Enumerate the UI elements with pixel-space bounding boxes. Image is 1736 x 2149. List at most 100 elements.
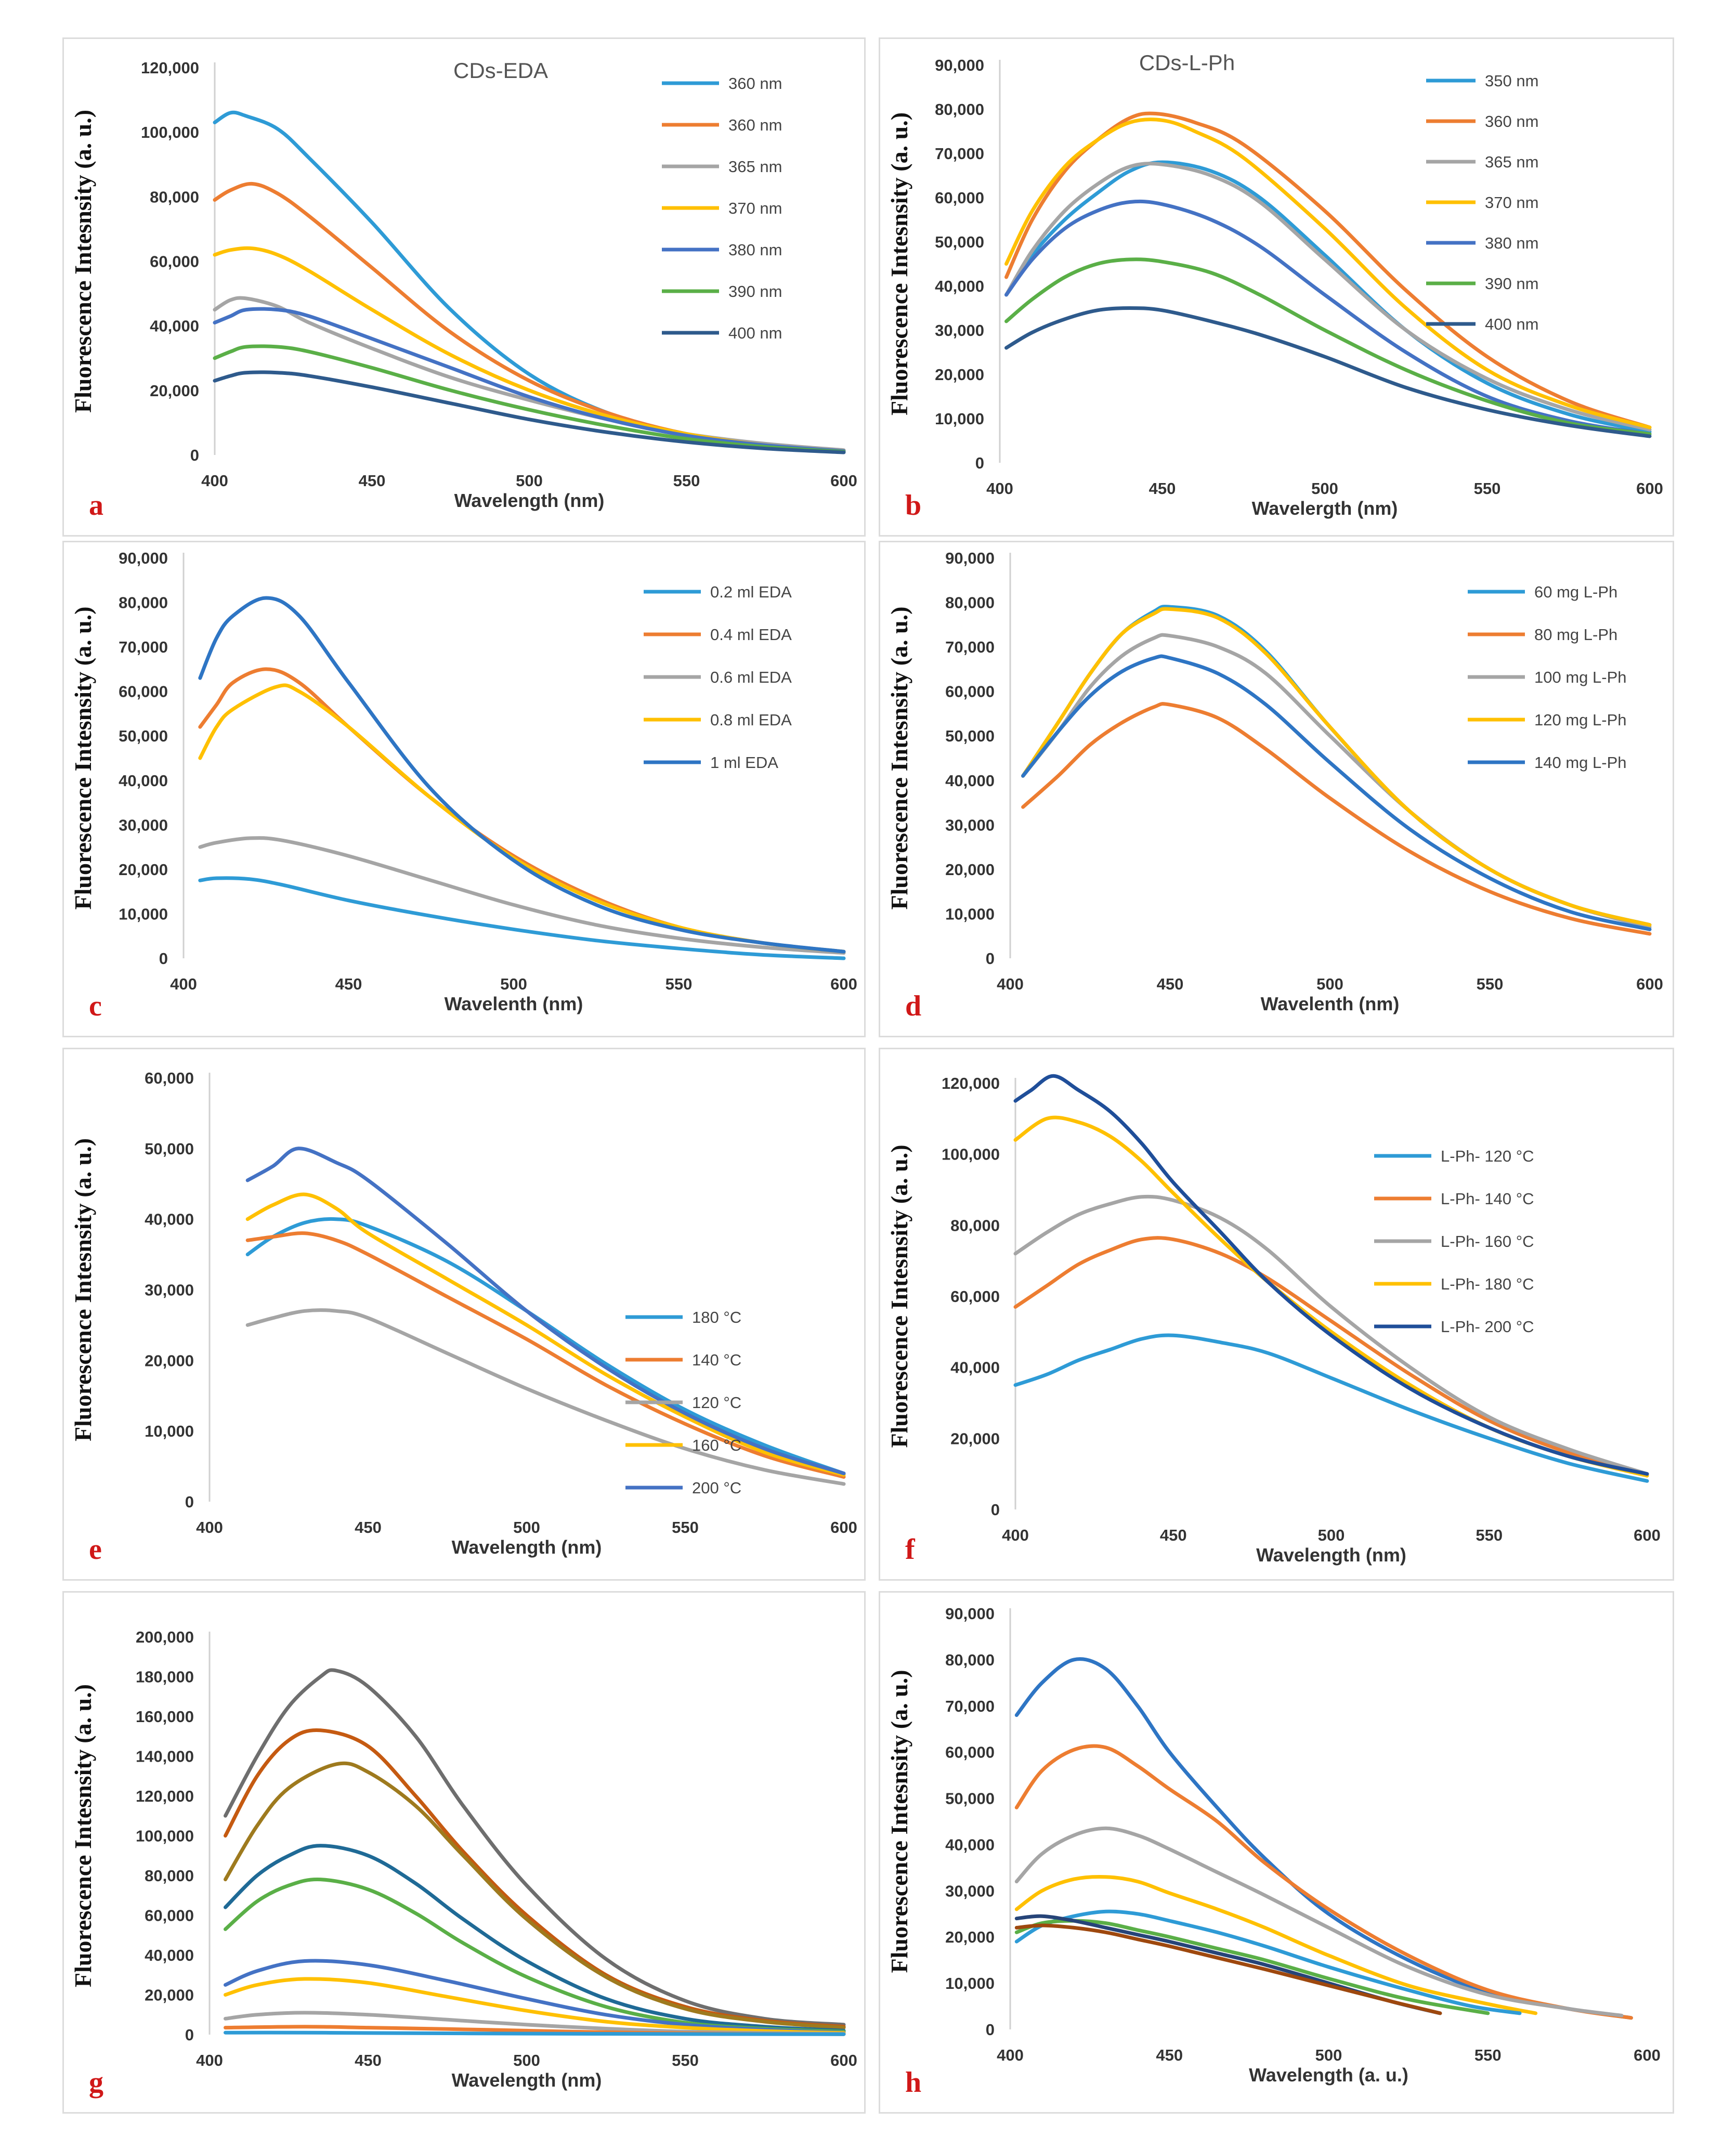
y-axis-label: Fluorescence Intesnsity (a. u.) [70,606,96,909]
y-tick-label: 20,000 [935,366,984,384]
chart-title: CDs-EDA [453,58,548,83]
y-tick-label: 10,000 [119,905,168,923]
series-line-4 [224,1844,846,2033]
y-tick-label: 50,000 [945,1790,995,1808]
legend-label: 120 °C [692,1393,741,1412]
series-line-5 [224,1877,846,2034]
x-tick-label: 600 [830,2051,857,2069]
y-tick-label: 200,000 [136,1628,194,1646]
y-tick-label: 0 [986,949,995,968]
y-tick-label: 40,000 [150,317,199,335]
y-tick-label: 140,000 [136,1748,194,1766]
series-line-5 [213,307,846,453]
x-tick-label: 400 [196,1518,223,1536]
series-line-7 [213,370,846,454]
x-tick-label: 600 [830,975,857,993]
x-tick-label: 400 [196,2051,223,2069]
legend-label: 1 ml EDA [710,753,778,772]
series-line-8 [1014,1923,1442,2015]
y-tick-label: 40,000 [945,1835,995,1854]
y-tick-label: 50,000 [945,727,995,745]
series-line-1 [1013,1333,1649,1483]
y-tick-label: 60,000 [145,1907,194,1925]
series-line-3 [224,1761,846,2030]
y-tick-label: 30,000 [145,1281,194,1299]
x-axis-label: Wavelength (nm) [1256,1544,1406,1566]
legend-label: 200 °C [692,1479,741,1497]
chart-panel-g: 0 20,000 40,000 60,000 80,000 100,000 120,000 1… [62,1591,866,2114]
legend-label: 390 nm [728,282,782,301]
x-tick-label: 500 [513,1518,540,1536]
x-tick-label: 600 [1636,975,1663,993]
legend-label: 380 nm [728,241,782,259]
x-axis-label: Wavelength (nm) [452,2069,602,2091]
chart-svg-e: 0 10,000 20,000 30,000 40,000 50,000 60,000 400… [70,1069,857,1566]
chart-panel-a: 0 20,000 40,000 60,000 80,000 100,000 120,000 4… [62,37,866,537]
x-tick-label: 500 [500,975,527,993]
x-axis-label: Wavelength (nm) [454,490,605,511]
y-tick-label: 10,000 [145,1422,194,1440]
y-tick-label: 0 [991,1501,1000,1519]
y-tick-label: 40,000 [145,1210,194,1229]
chart-panel-d: 0 10,000 20,000 30,000 40,000 50,000 60,000 70,… [879,541,1674,1037]
series-line-2 [1004,111,1652,429]
chart-title: CDs-L-Ph [1139,50,1235,75]
y-axis-label: Fluorescence Intesnsity (a. u.) [70,1138,96,1441]
y-tick-label: 0 [975,454,984,472]
y-tick-label: 20,000 [945,861,995,879]
y-tick-label: 120,000 [942,1074,1000,1092]
x-tick-label: 400 [1002,1526,1029,1544]
series-line-5 [1013,1074,1649,1476]
y-axis-label: Fluorescence Intesnsity (a. u.) [886,112,912,415]
legend-label: 380 nm [1485,234,1538,252]
y-tick-label: 10,000 [945,905,995,923]
y-axis-label: Fluorescence Intesnsity (a. u.) [886,1144,912,1448]
series-line-1 [245,1217,846,1476]
series-line-3 [1004,162,1652,432]
y-tick-label: 50,000 [935,233,984,251]
series-line-5 [1004,199,1652,436]
chart-panel-b: 0 10,000 20,000 30,000 40,000 50,000 60,000 70,… [879,37,1674,537]
x-axis-label: Wavelergth (nm) [1252,498,1398,519]
series-line-6 [224,1959,846,2035]
y-tick-label: 20,000 [119,861,168,879]
y-tick-label: 90,000 [935,56,984,74]
legend-label: 0.8 ml EDA [710,711,792,729]
x-tick-label: 450 [359,472,386,490]
y-tick-label: 70,000 [119,638,168,656]
y-tick-label: 20,000 [950,1429,1000,1448]
chart-svg-f: 0 20,000 40,000 60,000 80,000 100,000 120,000 4… [886,1074,1661,1566]
x-tick-label: 550 [1477,975,1504,993]
legend-label: 390 nm [1485,275,1538,293]
x-tick-label: 450 [1149,479,1176,498]
y-tick-label: 80,000 [945,1651,995,1669]
legend-label: 360 nm [728,116,782,134]
x-tick-label: 400 [997,2046,1024,2064]
x-tick-label: 600 [830,1518,857,1536]
chart-panel-e: 0 10,000 20,000 30,000 40,000 50,000 60,000 400… [62,1048,866,1581]
x-tick-label: 450 [355,2051,382,2069]
series-line-4 [1013,1115,1649,1478]
y-tick-label: 70,000 [945,638,995,656]
y-tick-label: 40,000 [145,1946,194,1964]
chart-svg-c: 0 10,000 20,000 30,000 40,000 50,000 60,000 70,… [70,549,857,1022]
series-line-2 [1013,1236,1649,1476]
legend-label: L-Ph- 160 °C [1441,1232,1534,1251]
legend-label: 365 nm [1485,153,1538,171]
panel-label: b [905,489,921,522]
series-line-3 [1013,1194,1649,1476]
chart-svg-a: 0 20,000 40,000 60,000 80,000 100,000 120,000 4… [70,58,857,522]
x-tick-label: 550 [672,2051,699,2069]
series-line-5 [1021,654,1652,931]
chart-panel-c: 0 10,000 20,000 30,000 40,000 50,000 60,000 70,… [62,541,866,1037]
y-tick-label: 40,000 [950,1359,1000,1377]
y-tick-label: 60,000 [945,1743,995,1762]
y-tick-label: 80,000 [119,594,168,612]
x-tick-label: 550 [665,975,693,993]
x-tick-label: 450 [1160,1526,1187,1544]
x-tick-label: 600 [1636,479,1663,498]
x-tick-label: 400 [986,479,1013,498]
panel-label: g [89,2066,103,2099]
y-tick-label: 0 [986,2021,995,2039]
x-tick-label: 500 [516,472,543,490]
